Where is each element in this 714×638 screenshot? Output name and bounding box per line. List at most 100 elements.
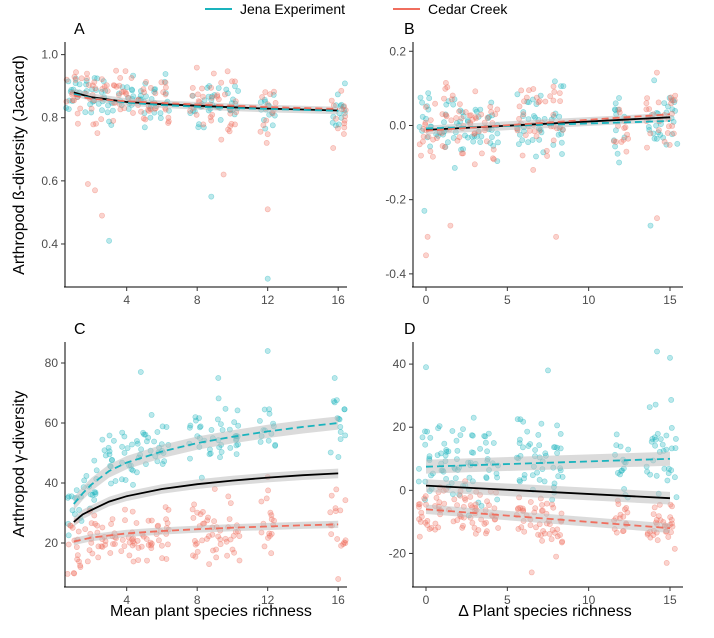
data-point xyxy=(102,87,109,94)
data-point xyxy=(76,506,82,513)
data-point xyxy=(475,499,482,506)
data-point xyxy=(140,86,147,93)
data-point xyxy=(108,480,114,487)
data-point xyxy=(530,86,537,92)
data-point xyxy=(540,149,547,156)
data-point xyxy=(227,110,234,117)
data-point xyxy=(152,90,159,97)
data-point xyxy=(164,520,171,526)
data-point xyxy=(129,542,136,549)
data-point xyxy=(230,96,236,103)
data-point xyxy=(444,139,451,146)
data-point xyxy=(189,85,196,91)
data-point xyxy=(266,530,273,537)
data-point xyxy=(144,557,150,564)
y-tick-label: 0 xyxy=(399,483,406,497)
data-point xyxy=(265,487,271,494)
data-point xyxy=(209,531,216,538)
data-point xyxy=(454,137,461,144)
data-point xyxy=(427,148,434,155)
data-point xyxy=(483,138,490,145)
data-point xyxy=(449,428,456,434)
data-point xyxy=(222,535,229,542)
data-point xyxy=(225,126,231,133)
data-point xyxy=(672,474,678,481)
y-tick-label: 20 xyxy=(45,536,59,550)
data-point xyxy=(271,517,277,524)
data-point xyxy=(643,100,650,107)
data-point xyxy=(214,92,221,98)
data-point xyxy=(549,501,555,508)
data-point xyxy=(652,442,658,449)
data-point xyxy=(206,83,213,89)
data-point xyxy=(263,495,270,502)
data-point xyxy=(536,98,543,104)
data-point xyxy=(148,540,155,547)
data-point xyxy=(555,473,562,480)
data-point xyxy=(215,375,222,381)
data-point xyxy=(233,442,240,449)
data-point xyxy=(148,545,155,551)
data-point xyxy=(558,130,565,137)
data-point xyxy=(93,467,100,474)
data-point xyxy=(416,503,422,510)
fit-line-cedar-creek xyxy=(73,94,339,110)
y-tick-label: 40 xyxy=(393,357,407,371)
data-point xyxy=(423,115,429,122)
data-point xyxy=(454,447,461,454)
data-point xyxy=(517,131,523,138)
data-point xyxy=(532,505,539,512)
data-point xyxy=(441,144,448,151)
data-point xyxy=(210,547,216,554)
data-point xyxy=(524,428,531,435)
data-point xyxy=(469,432,476,439)
data-point xyxy=(617,471,623,478)
data-point xyxy=(92,520,98,527)
data-point xyxy=(442,143,449,150)
data-point xyxy=(95,554,102,561)
data-point xyxy=(163,516,169,523)
data-point xyxy=(163,424,170,430)
data-point xyxy=(163,556,170,562)
data-point xyxy=(88,520,95,527)
data-point xyxy=(670,97,676,104)
data-point xyxy=(217,536,224,543)
data-point xyxy=(103,82,110,89)
data-point xyxy=(459,109,466,116)
data-point xyxy=(263,117,270,124)
data-point xyxy=(666,465,672,472)
data-point xyxy=(71,97,77,104)
data-point xyxy=(515,505,522,512)
data-point xyxy=(521,528,528,535)
data-point xyxy=(98,89,105,95)
data-point xyxy=(148,542,154,549)
data-point xyxy=(200,93,206,100)
data-point xyxy=(467,502,474,509)
data-point xyxy=(552,110,559,117)
data-point xyxy=(266,406,272,413)
data-point xyxy=(478,133,485,140)
data-point xyxy=(227,123,234,130)
y-tick-label: 0.0 xyxy=(389,118,406,132)
data-point xyxy=(525,443,532,449)
data-point xyxy=(433,494,440,501)
data-point xyxy=(200,121,207,128)
data-point xyxy=(76,81,83,88)
data-point xyxy=(92,491,99,497)
data-point xyxy=(342,107,349,113)
data-point xyxy=(151,89,158,95)
data-point xyxy=(232,121,238,128)
data-point xyxy=(218,79,225,86)
data-point xyxy=(464,117,471,124)
x-tick-label: 0 xyxy=(423,593,430,607)
data-point xyxy=(436,423,443,429)
y-tick-label: 0.4 xyxy=(41,237,58,251)
data-point xyxy=(666,123,672,130)
x-tick-label: 15 xyxy=(663,293,677,307)
data-point xyxy=(101,447,108,454)
data-point xyxy=(263,139,270,146)
data-point xyxy=(226,516,233,522)
data-point xyxy=(112,541,118,547)
data-point xyxy=(624,131,630,138)
data-point xyxy=(259,94,265,100)
